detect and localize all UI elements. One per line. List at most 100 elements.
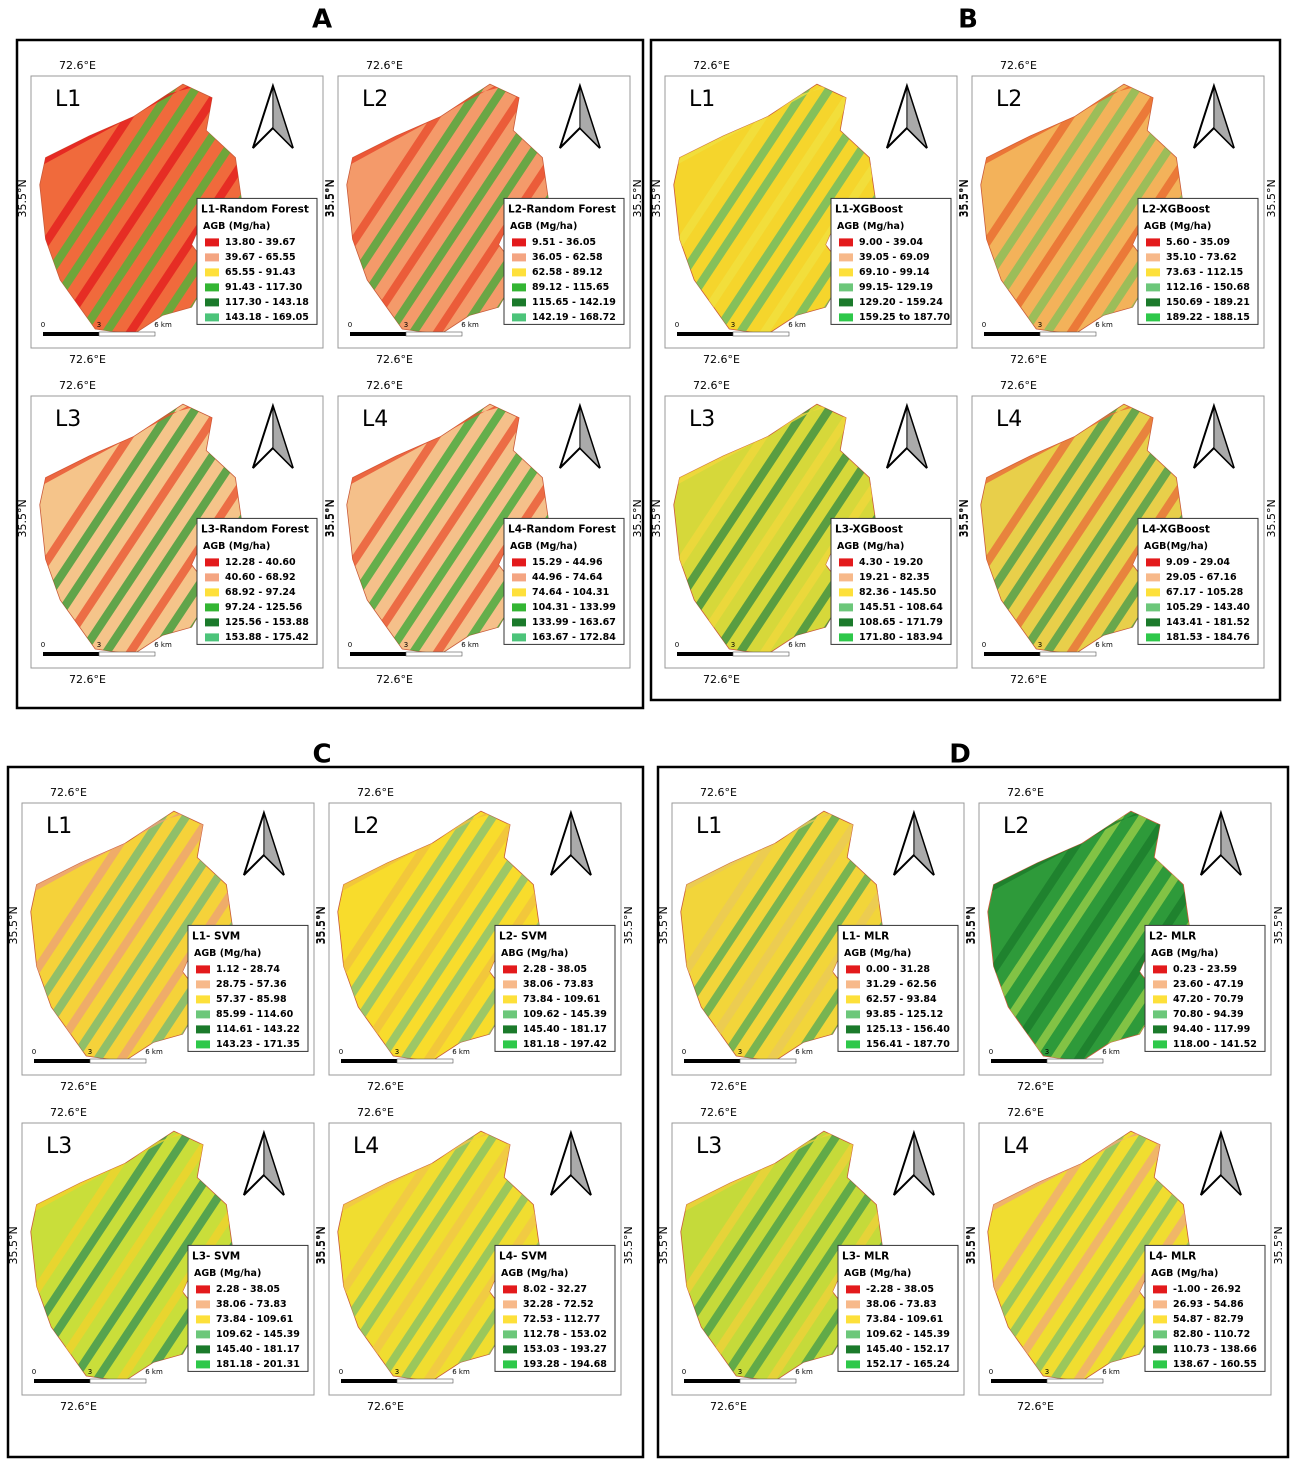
legend-swatch (196, 1040, 210, 1048)
legend-title: L2- MLR (1149, 930, 1196, 942)
scale-label: 0 (339, 1048, 343, 1056)
lat-label-left: 35.5°N (314, 906, 327, 944)
legend-swatch (503, 1040, 517, 1048)
lon-label-bottom: 72.6°E (367, 1400, 404, 1413)
legend-swatch (839, 283, 853, 291)
legend-class: 2.28 - 38.05 (523, 964, 587, 975)
scale-bar-white (740, 1379, 796, 1383)
legend-unit: ABG (Mg/ha) (501, 948, 568, 959)
legend-swatch (196, 1330, 210, 1338)
legend-swatch (503, 995, 517, 1003)
legend-class: 69.10 - 99.14 (859, 267, 930, 278)
legend-swatch (1146, 283, 1160, 291)
scale-label: 0 (682, 1048, 686, 1056)
scale-label: 0 (41, 641, 45, 649)
legend-swatch (205, 253, 219, 261)
scale-bar-white (90, 1379, 146, 1383)
legend-swatch (196, 1345, 210, 1353)
legend-unit: AGB (Mg/ha) (203, 221, 270, 232)
legend-swatch (1146, 253, 1160, 261)
scale-label: 3 (738, 1048, 742, 1056)
legend-swatch (512, 618, 526, 626)
legend-class: 193.28 - 194.68 (523, 1359, 607, 1370)
legend-swatch (1153, 1330, 1167, 1338)
legend-unit: AGB (Mg/ha) (510, 221, 577, 232)
legend-class: 62.58 - 89.12 (532, 267, 603, 278)
legend-swatch (839, 298, 853, 306)
legend-swatch (1153, 1285, 1167, 1293)
legend-swatch (196, 1300, 210, 1308)
scale-label: 3 (97, 641, 101, 649)
legend-class: 38.06 - 73.83 (866, 1299, 937, 1310)
scale-bar-black (684, 1059, 740, 1063)
scale-label: 0 (682, 1368, 686, 1376)
legend-class: 109.62 - 145.39 (523, 1009, 607, 1020)
legend-class: 0.00 - 31.28 (866, 964, 930, 975)
lat-label-left: 35.5°N (964, 906, 977, 944)
scale-bar-white (1047, 1379, 1103, 1383)
legend-class: 85.99 - 114.60 (216, 1009, 294, 1020)
legend-title: L1- MLR (842, 930, 889, 942)
panel-label: B (958, 5, 978, 35)
legend-class: 38.06 - 73.83 (216, 1299, 287, 1310)
legend-class: 99.15- 129.19 (859, 282, 933, 293)
legend-swatch (1146, 588, 1160, 596)
lat-label-left: 35.5°N (657, 906, 670, 944)
lat-label-right: 35.5°N (1272, 906, 1285, 944)
legend-swatch (512, 603, 526, 611)
map-level: L4 (362, 407, 388, 432)
legend-swatch (512, 558, 526, 566)
legend-class: 32.28 - 72.52 (523, 1299, 594, 1310)
legend-class: 143.41 - 181.52 (1166, 617, 1250, 628)
lat-label-left: 35.5°N (16, 179, 29, 217)
lon-label-top: 72.6°E (700, 1106, 737, 1119)
legend-swatch (1146, 573, 1160, 581)
legend-swatch (846, 1025, 860, 1033)
legend-swatch (512, 633, 526, 641)
legend-class: 54.87 - 82.79 (1173, 1314, 1244, 1325)
legend-class: 143.23 - 171.35 (216, 1039, 300, 1050)
lon-label-bottom: 72.6°E (703, 673, 740, 686)
lon-label-top: 72.6°E (59, 59, 96, 72)
scale-bar-white (397, 1379, 453, 1383)
scale-label: 3 (1045, 1368, 1049, 1376)
legend-class: 39.67 - 65.55 (225, 252, 296, 263)
map-level: L4 (1003, 1134, 1029, 1159)
legend-class: 8.02 - 32.27 (523, 1284, 587, 1295)
lat-label-left: 35.5°N (657, 1226, 670, 1264)
legend-swatch (205, 298, 219, 306)
legend-class: 145.40 - 181.17 (523, 1024, 607, 1035)
legend-swatch (512, 253, 526, 261)
legend-swatch (1146, 603, 1160, 611)
scale-label: 3 (738, 1368, 742, 1376)
lat-label-right: 35.5°N (1265, 499, 1278, 537)
scale-label: 6 km (145, 1368, 163, 1376)
map-level: L3 (689, 407, 715, 432)
legend-swatch (846, 1360, 860, 1368)
lat-label-right: 35.5°N (1272, 1226, 1285, 1264)
lon-label-top: 72.6°E (693, 379, 730, 392)
legend-class: 13.80 - 39.67 (225, 237, 296, 248)
legend-swatch (512, 588, 526, 596)
legend-class: 74.64 - 104.31 (532, 587, 609, 598)
legend-swatch (205, 618, 219, 626)
scale-label: 3 (731, 641, 735, 649)
legend-class: 26.93 - 54.86 (1173, 1299, 1244, 1310)
legend-class: 115.65 - 142.19 (532, 297, 616, 308)
legend-class: 0.23 - 23.59 (1173, 964, 1237, 975)
lon-label-top: 72.6°E (1000, 379, 1037, 392)
legend-swatch (839, 573, 853, 581)
lat-label-left: 35.5°N (964, 1226, 977, 1264)
scale-label: 3 (404, 641, 408, 649)
legend-class: 91.43 - 117.30 (225, 282, 303, 293)
legend-class: 12.28 - 40.60 (225, 557, 296, 568)
legend-class: 23.60 - 47.19 (1173, 979, 1244, 990)
scale-label: 6 km (788, 321, 806, 329)
map-level: L1 (55, 87, 81, 112)
lon-label-top: 72.6°E (1007, 1106, 1044, 1119)
scale-bar-black (43, 332, 99, 336)
legend-class: 38.06 - 73.83 (523, 979, 594, 990)
scale-label: 6 km (461, 641, 479, 649)
scale-bar-black (984, 332, 1040, 336)
scale-label: 0 (339, 1368, 343, 1376)
